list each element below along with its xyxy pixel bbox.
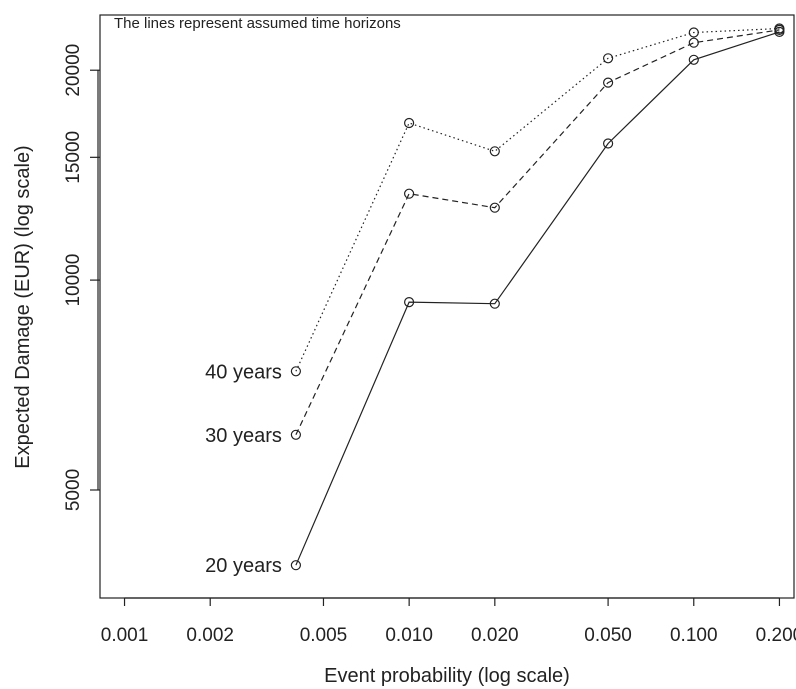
series-line-40-years bbox=[295, 27, 780, 372]
x-tick-label: 0.005 bbox=[300, 625, 348, 646]
series-label-40-years: 40 years bbox=[205, 361, 282, 383]
data-point bbox=[489, 146, 500, 157]
chart-annotation: The lines represent assumed time horizon… bbox=[114, 15, 401, 32]
data-point bbox=[602, 138, 614, 149]
data-point bbox=[489, 298, 500, 309]
data-point bbox=[290, 560, 301, 571]
x-axis: 0.001 0.002 0.005 0.010 0.020 0.050 0.100 0.200 bbox=[101, 597, 796, 646]
x-tick-label: 0.050 bbox=[584, 625, 632, 646]
x-tick-label: 0.010 bbox=[385, 625, 433, 646]
x-tick-label: 0.002 bbox=[186, 625, 234, 646]
data-point bbox=[290, 366, 301, 377]
data-point bbox=[404, 117, 415, 129]
y-tick-label: 10000 bbox=[63, 254, 84, 307]
y-tick-label: 20000 bbox=[63, 44, 84, 97]
y-tick-label: 5000 bbox=[63, 469, 84, 511]
x-tick-label: 0.200 bbox=[756, 625, 796, 646]
x-tick-label: 0.020 bbox=[471, 625, 519, 646]
y-tick-label: 15000 bbox=[63, 131, 84, 184]
data-point bbox=[688, 27, 699, 38]
y-axis: 5000 10000 15000 20000 bbox=[63, 44, 100, 511]
data-point bbox=[602, 77, 614, 88]
plot-frame bbox=[99, 14, 795, 599]
x-axis-title: Event probability (log scale) bbox=[324, 665, 570, 687]
series-label-20-years: 20 years bbox=[205, 555, 282, 577]
series-label-30-years: 30 years bbox=[205, 425, 282, 447]
y-axis-title: Expected Damage (EUR) (log scale) bbox=[12, 145, 34, 468]
series-line-30-years bbox=[295, 29, 780, 436]
data-point bbox=[602, 53, 614, 64]
data-point bbox=[404, 188, 415, 199]
data-point bbox=[774, 23, 785, 34]
x-tick-label: 0.100 bbox=[670, 625, 718, 646]
data-point bbox=[489, 202, 500, 213]
series-layer: 20 years 30 years 40 years bbox=[205, 23, 785, 577]
data-point bbox=[404, 297, 415, 308]
data-point bbox=[688, 54, 699, 65]
data-point bbox=[688, 37, 699, 48]
series-line-20-years bbox=[295, 31, 780, 566]
x-tick-label: 0.001 bbox=[101, 625, 149, 646]
data-point bbox=[290, 429, 301, 440]
